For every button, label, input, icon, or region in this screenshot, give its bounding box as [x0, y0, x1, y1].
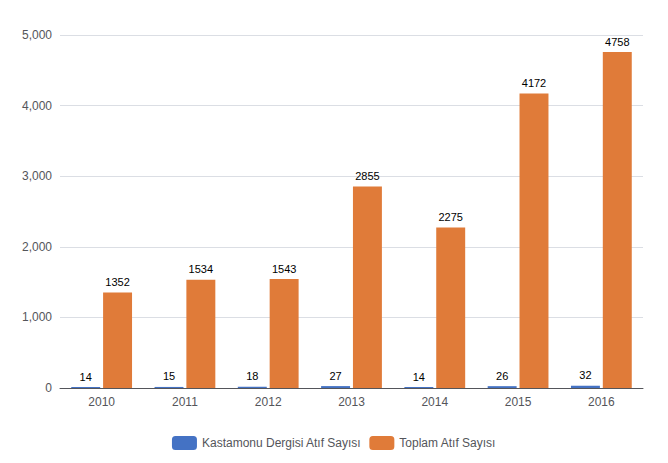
svg-text:2014: 2014	[421, 395, 448, 409]
svg-text:1543: 1543	[272, 263, 296, 275]
svg-text:3,000: 3,000	[22, 169, 52, 183]
svg-text:0: 0	[45, 381, 52, 395]
svg-text:Toplam Atıf Sayısı: Toplam Atıf Sayısı	[399, 436, 495, 450]
svg-text:2010: 2010	[88, 395, 115, 409]
svg-text:Kastamonu Dergisi Atıf Sayısı: Kastamonu Dergisi Atıf Sayısı	[202, 436, 361, 450]
svg-text:5,000: 5,000	[22, 28, 52, 42]
svg-text:1,000: 1,000	[22, 310, 52, 324]
svg-text:2012: 2012	[255, 395, 282, 409]
svg-text:27: 27	[329, 370, 341, 382]
svg-text:1534: 1534	[189, 263, 213, 275]
svg-text:2015: 2015	[505, 395, 532, 409]
svg-text:14: 14	[413, 371, 425, 383]
svg-text:2275: 2275	[438, 211, 462, 223]
svg-text:2013: 2013	[338, 395, 365, 409]
svg-text:4172: 4172	[522, 77, 546, 89]
svg-text:2855: 2855	[355, 170, 379, 182]
svg-text:15: 15	[163, 370, 175, 382]
svg-text:1352: 1352	[105, 276, 129, 288]
svg-text:4,000: 4,000	[22, 99, 52, 113]
svg-text:2011: 2011	[172, 395, 198, 409]
svg-text:32: 32	[579, 369, 591, 381]
svg-text:14: 14	[80, 371, 92, 383]
svg-text:4758: 4758	[605, 36, 629, 48]
svg-text:2016: 2016	[588, 395, 615, 409]
svg-text:18: 18	[246, 370, 258, 382]
svg-text:26: 26	[496, 370, 508, 382]
svg-text:2,000: 2,000	[22, 240, 52, 254]
